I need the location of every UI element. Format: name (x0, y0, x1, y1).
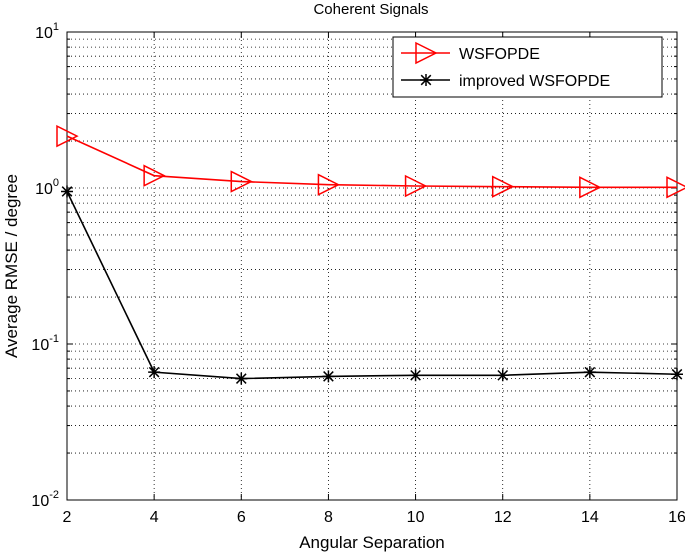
data-point (143, 164, 166, 187)
chart-title: Coherent Signals (313, 1, 428, 18)
series (56, 124, 685, 385)
data-point (317, 173, 341, 196)
data-point (322, 370, 335, 383)
x-axis-label: Angular Separation (299, 533, 445, 552)
data-point (496, 369, 509, 382)
data-point (230, 170, 253, 193)
y-axis-label: Average RMSE / degree (2, 174, 21, 358)
series-line-1 (66, 135, 677, 189)
y-tick-label: 100 (35, 177, 59, 198)
legend: WSFOPDE improved WSFOPDE (392, 36, 663, 98)
data-point (491, 175, 515, 198)
axis-ticks: 2 4 6 8 10 12 14 16 10-2 10-1 100 101 (31, 21, 685, 526)
data-point (235, 372, 248, 385)
legend-box (392, 36, 663, 98)
x-tick-label: 2 (63, 509, 72, 526)
data-point (671, 368, 683, 381)
y-tick-label: 10-1 (31, 333, 59, 354)
x-tick-label: 14 (581, 509, 599, 526)
data-point (61, 185, 73, 198)
series-line-2 (66, 191, 678, 380)
x-tick-label: 16 (668, 509, 685, 526)
legend-marker (415, 41, 438, 65)
y-tick-label: 101 (35, 21, 59, 42)
x-tick-label: 6 (237, 509, 246, 526)
legend-marker (420, 74, 432, 86)
grid (67, 32, 677, 500)
legend-label: improved WSFOPDE (459, 73, 610, 90)
x-tick-label: 12 (494, 509, 512, 526)
y-tick-label: 10-2 (31, 489, 59, 510)
x-tick-label: 8 (324, 509, 333, 526)
x-tick-label: 10 (407, 509, 425, 526)
x-tick-label: 4 (150, 509, 159, 526)
data-point (583, 366, 596, 379)
data-point (409, 369, 422, 382)
plot-frame (66, 31, 678, 501)
data-point (666, 176, 685, 199)
data-point (404, 174, 428, 198)
data-point (579, 176, 602, 199)
legend-label: WSFOPDE (459, 46, 540, 63)
data-point (56, 124, 79, 148)
data-point (148, 366, 161, 379)
